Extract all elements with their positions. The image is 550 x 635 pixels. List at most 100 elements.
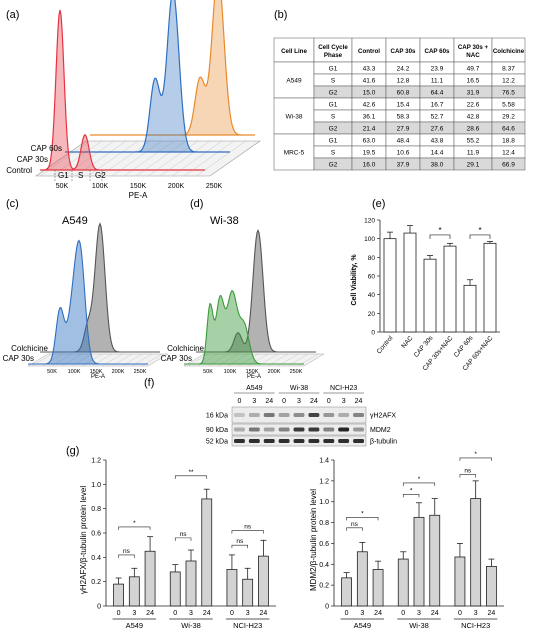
blot-group-label: NCI-H23 [330, 385, 357, 392]
x-tick-label: 200K [268, 369, 281, 375]
blot-group-label: Wi-38 [290, 385, 308, 392]
y-tick-label: 0.2 [91, 579, 101, 586]
table-cell-text: 38.0 [431, 162, 444, 169]
blot-band [263, 439, 275, 443]
significance-bracket [231, 544, 248, 549]
table-cell-text: 64.4 [431, 90, 444, 97]
table-header-text: CAP 30s + [458, 44, 489, 51]
significance-bracket [346, 517, 379, 521]
bar [144, 550, 156, 607]
y-tick-label: 1.2 [91, 458, 101, 465]
x-tick-label: 3 [246, 610, 250, 617]
blot-time-label: 24 [355, 398, 363, 405]
bar [470, 498, 482, 607]
table-cell-text: 21.4 [363, 126, 376, 133]
table-cell-text: 24.2 [397, 66, 410, 73]
table-cell-text: 5.58 [502, 102, 515, 109]
table-cell-line-text: A549 [286, 78, 302, 85]
x-tick-label: 24 [488, 610, 496, 617]
table-header-text: Control [358, 48, 380, 55]
panel-label-e: (e) [372, 198, 385, 210]
blot-band [278, 439, 290, 443]
table-cell-line-text: Wi-38 [286, 114, 303, 121]
y-tick-label: 0.4 [91, 555, 101, 562]
x-tick-label: 150K [90, 369, 103, 375]
x-tick-label: 3 [360, 610, 364, 617]
table-header-text: Colchicine [493, 48, 525, 55]
chart-title-d: Wi-38 [210, 215, 239, 227]
significance-bracket [174, 537, 192, 541]
histogram-cap60 [90, 0, 255, 136]
table-cell-line [273, 61, 315, 99]
table-cell-text: G2 [329, 126, 338, 133]
table-cell-text: G1 [329, 102, 338, 109]
blot-band [234, 413, 245, 417]
blot-band [293, 439, 305, 443]
bar [486, 565, 497, 607]
table-cell-text: 29.1 [467, 162, 480, 169]
table-cell-text: 28.6 [467, 126, 480, 133]
bar [429, 514, 441, 607]
x-tick-label: 0 [345, 610, 349, 617]
significance-label: ns [464, 468, 472, 475]
bar [242, 578, 254, 607]
y-axis-label-e: Cell Viability, % [351, 254, 358, 306]
significance-label: * [410, 487, 413, 494]
bar [454, 556, 466, 607]
table-cell-text: 14.4 [431, 150, 444, 157]
table-cell-text: 64.6 [502, 126, 515, 133]
bar [463, 284, 477, 333]
panel-a: (a) G1 S G2 CAP 60s CAP 30s Control 50K 1… [6, 0, 261, 200]
histogram-cap30 [65, 0, 230, 153]
blot-band [323, 439, 335, 443]
bar [413, 516, 425, 607]
blot-band [323, 413, 335, 417]
table-header-text: Phase [324, 52, 343, 59]
blot-time-label: 0 [282, 398, 286, 405]
x-tick-label: 250K [134, 369, 147, 375]
table-cell-text: 12.4 [502, 150, 515, 157]
panel-label-g: (g) [66, 445, 79, 457]
table-header-cell [419, 37, 455, 63]
label-cap30-d: CAP 30s [161, 354, 192, 363]
blot-band [353, 439, 364, 443]
y-tick-label: 1.2 [319, 478, 329, 485]
blot-time-label: 24 [265, 398, 273, 405]
x-tick-label: 24 [431, 610, 439, 617]
panel-g: (g) γH2AFX/β-tubulin protein level 0 0.2 0… [66, 445, 504, 630]
table-header-cell [385, 37, 421, 63]
panel-e: (e) Cell Viability, % 0 20 40 60 80 100 120 Con… [351, 198, 500, 372]
blot-band [248, 427, 260, 432]
table-cell-text: S [331, 114, 336, 121]
blot-band [353, 413, 364, 417]
significance-label: * [133, 520, 136, 527]
table-cell-text: 42.8 [467, 114, 480, 121]
x-axis-label-c: PE-A [91, 374, 105, 380]
group-label: A549 [126, 621, 144, 630]
blot-band [234, 427, 245, 432]
x-tick-label: 250K [206, 183, 223, 190]
table-cell-text: S [331, 78, 336, 85]
blot-band [308, 413, 320, 417]
significance-bracket [402, 482, 436, 486]
phase-label-s: S [78, 171, 83, 180]
significance-bracket [402, 494, 420, 498]
table-cell-text: 43.3 [363, 66, 376, 73]
blot-band [293, 413, 305, 417]
table-cell-text: 58.3 [397, 114, 410, 121]
table-cell-line [273, 133, 315, 171]
panel-label-b: (b) [274, 9, 287, 21]
table-cell-text: 15.4 [397, 102, 410, 109]
table-header-cell [351, 37, 387, 63]
x-tick-label: 0 [458, 610, 462, 617]
bar [201, 498, 213, 607]
table-cell-text: G1 [329, 66, 338, 73]
blot-band [353, 427, 364, 432]
blot-kda-label: 90 kDa [206, 427, 228, 434]
x-axis-label-d: PE-A [247, 374, 261, 380]
x-tick-label: 150K [130, 183, 147, 190]
blot-band [338, 427, 350, 432]
table-cell-text: 22.6 [467, 102, 480, 109]
y-tick-label: 20 [368, 311, 376, 318]
